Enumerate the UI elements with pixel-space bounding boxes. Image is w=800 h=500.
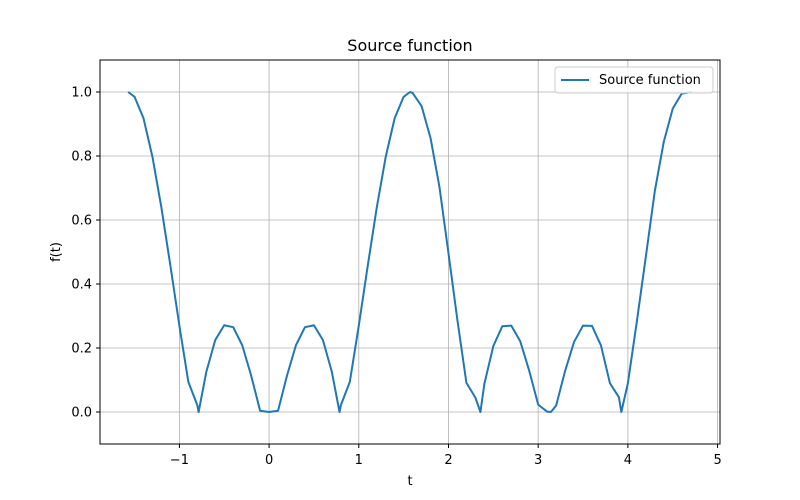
legend-label: Source function <box>599 73 701 88</box>
x-tick-label: 5 <box>713 453 721 468</box>
y-tick-label: 0.2 <box>71 342 92 357</box>
chart-title: Source function <box>347 36 472 55</box>
y-axis-ticks: 0.0 0.2 0.4 0.6 0.8 1.0 <box>71 86 100 421</box>
x-axis-label: t <box>407 474 412 489</box>
x-tick-label: −1 <box>170 453 189 468</box>
y-tick-label: 0.6 <box>71 214 92 229</box>
x-tick-label: 3 <box>534 453 542 468</box>
y-tick-label: 0.8 <box>71 150 92 165</box>
y-tick-label: 0.4 <box>71 278 92 293</box>
x-tick-label: 1 <box>355 453 363 468</box>
series-line <box>127 91 692 413</box>
legend-box <box>554 66 714 94</box>
legend: Source function <box>554 66 714 94</box>
y-tick-label: 0.0 <box>71 406 92 421</box>
axes <box>99 59 721 445</box>
y-axis-label: f(t) <box>49 242 64 262</box>
y-tick-label: 1.0 <box>71 86 92 101</box>
x-tick-label: 2 <box>444 453 452 468</box>
x-tick-label: 0 <box>265 453 273 468</box>
x-tick-label: 4 <box>624 453 632 468</box>
axes-frame <box>99 59 721 445</box>
x-axis-ticks: −1 0 1 2 3 4 5 <box>170 444 722 468</box>
series-layer <box>127 91 692 413</box>
